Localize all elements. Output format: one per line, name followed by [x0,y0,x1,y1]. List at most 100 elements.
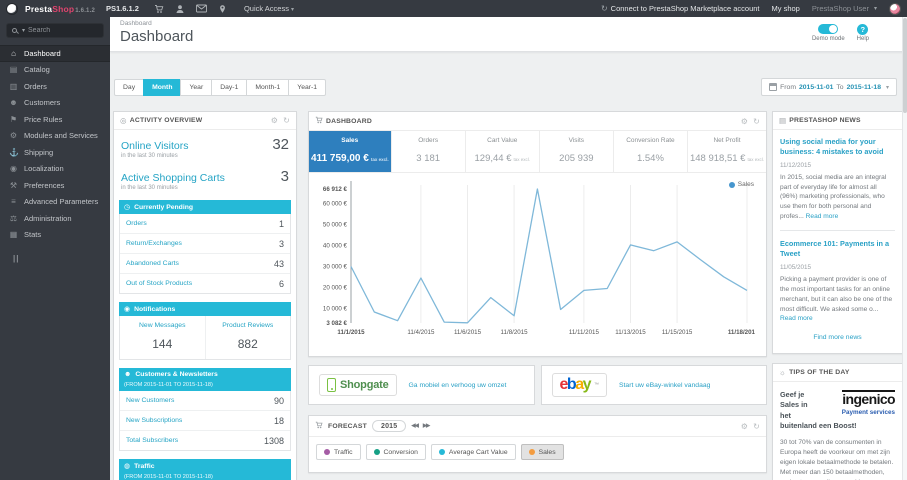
pending-row-orders[interactable]: Orders 1 [120,214,290,234]
sidebar-item-preferences[interactable]: ⚒ Preferences [0,177,110,194]
range-month-1-button[interactable]: Month-1 [246,78,290,96]
forecast-series-traffic[interactable]: Traffic [316,444,361,460]
ebay-link[interactable]: Start uw eBay-winkel vandaag [619,381,711,389]
chart-legend[interactable]: Sales [728,181,754,188]
sidebar-item-administration[interactable]: ⚖ Administration [0,210,110,227]
range-day-1-button[interactable]: Day-1 [211,78,248,96]
kpi-sales[interactable]: Sales 411 759,00 € tax excl. [309,131,392,172]
my-shop-link[interactable]: My shop [771,4,800,13]
pending-row-returns[interactable]: Return/Exchanges 3 [120,234,290,254]
gear-icon[interactable]: ⚙ [270,116,279,125]
pending-row-out-of-stock[interactable]: Out of Stock Products 6 [120,274,290,293]
pending-row-abandoned-carts[interactable]: Abandoned Carts 43 [120,254,290,274]
forecast-series-conversion[interactable]: Conversion [365,444,426,460]
gear-icon[interactable]: ⚙ [740,421,749,431]
sidebar-item-dashboard[interactable]: ⌂ Dashboard [0,45,110,62]
date-to-label: To [836,83,844,91]
sidebar-item-price-rules[interactable]: ⚑ Price Rules [0,111,110,128]
kpi-value: 3 181 [416,153,441,164]
avatar[interactable] [889,2,901,15]
shopgate-link[interactable]: Ga mobiel en verhoog uw omzet [408,381,507,389]
previous-year-button[interactable]: ◀◀ [411,423,419,429]
prestashop-logo[interactable] [6,2,18,15]
kpi-cart-value[interactable]: Cart Value 129,44 € tax excl. [466,131,540,172]
customers-row-total-subscribers[interactable]: Total Subscribers 1308 [120,431,290,450]
pill-label: Conversion [383,448,418,456]
pin-icon[interactable] [218,4,227,14]
traffic-subtitle: (FROM 2015-11-01 TO 2015-11-18) [124,474,213,480]
sidebar-collapse-button[interactable]: || [13,254,20,263]
pill-label: Average Cart Value [448,448,508,456]
read-more-link[interactable]: Read more [805,213,839,221]
sidebar-item-catalog[interactable]: ▤ Catalog [0,62,110,79]
forecast-year[interactable]: 2015 [371,420,407,432]
cell-label: New Messages [139,322,186,329]
range-month-button[interactable]: Month [143,78,182,96]
find-more-news-link[interactable]: Find more news [813,334,862,342]
news-article: Using social media for your business: 4 … [780,137,895,222]
scrollbar-thumb[interactable] [902,18,907,113]
book-icon: ▤ [9,65,18,75]
kpi-conversion-rate[interactable]: Conversion Rate 1.54% [614,131,688,172]
ebay-banner[interactable]: ebay ™ Start uw eBay-winkel vandaag [540,365,767,405]
user-menu[interactable]: PrestaShop User ▾ [812,4,877,13]
article-body: Picking a payment provider is one of the… [780,275,893,313]
sidebar-item-shipping[interactable]: ⚓ Shipping [0,144,110,161]
article-title-link[interactable]: Ecommerce 101: Payments in a Tweet [780,239,890,258]
sidebar-item-customers[interactable]: ☻ Customers [0,95,110,112]
forecast-series-average-cart-value[interactable]: Average Cart Value [430,444,516,460]
breadcrumb[interactable]: Dashboard [120,20,152,27]
truck-icon: ⚓ [9,147,19,157]
product-reviews-cell[interactable]: Product Reviews 882 [204,316,291,359]
cart-icon[interactable] [154,4,164,14]
user-icon[interactable] [175,4,185,14]
kpi-orders[interactable]: Orders 3 181 [392,131,466,172]
demo-mode-toggle[interactable] [818,24,839,34]
read-more-link[interactable]: Read more [780,315,813,323]
next-year-button[interactable]: ▶▶ [422,423,431,429]
dashboard-panel: DASHBOARD ⚙ ↻ Sales 411 759,00 € tax excl. … [308,111,767,357]
tips-heading: Geef je Sales in het buitenland een Boos… [780,390,857,430]
range-year-1-button[interactable]: Year-1 [288,78,327,96]
sidebar-item-advanced-parameters[interactable]: ≡ Advanced Parameters [0,194,110,211]
currently-pending-title: Currently Pending [134,203,194,211]
ps-version: PS1.6.1.2 [106,4,139,13]
sidebar-item-orders[interactable]: ▥ Orders [0,78,110,95]
row-label: Orders [126,220,147,227]
brand[interactable]: PrestaShop1.6.1.2 [25,4,95,14]
kpi-net-profit[interactable]: Net Profit 148 918,51 € tax excl. [688,131,766,172]
sidebar-item-stats[interactable]: ▦ Stats [0,227,110,244]
date-range-picker[interactable]: From 2015-11-01 To 2015-11-18 ▾ [761,78,897,96]
range-year-button[interactable]: Year [180,78,213,96]
quick-access-menu[interactable]: Quick Access ▾ [244,4,294,13]
sidebar-item-modules[interactable]: ⚙ Modules and Services [0,128,110,145]
kpi-note: tax excl. [370,157,389,162]
row-value: 1308 [263,435,284,446]
customers-row-new-customers[interactable]: New Customers 90 [120,391,290,411]
pill-label: Sales [538,448,556,456]
kpi-visits[interactable]: Visits 205 939 [540,131,614,172]
newspaper-icon: ▤ [779,116,787,125]
sidebar-item-localization[interactable]: ◉ Localization [0,161,110,178]
article-title-link[interactable]: Using social media for your business: 4 … [780,137,884,156]
customers-row-new-subscriptions[interactable]: New Subscriptions 18 [120,411,290,431]
refresh-icon[interactable]: ↻ [283,116,290,125]
news-panel-header: ▤ PRESTASHOP NEWS [773,112,902,130]
row-value: 43 [273,258,284,269]
refresh-icon[interactable]: ↻ [753,116,760,126]
gear-icon[interactable]: ⚙ [740,116,749,126]
shopgate-banner[interactable]: Shopgate Ga mobiel en verhoog uw omzet [308,365,535,405]
main-content: Dashboard Dashboard Demo mode ? Help Day… [110,17,907,480]
online-visitors-label[interactable]: Online Visitors [121,140,189,152]
active-carts-label[interactable]: Active Shopping Carts [121,172,225,184]
sidebar-search[interactable]: ▾ [6,23,104,38]
refresh-icon[interactable]: ↻ [753,421,760,431]
forecast-title: FORECAST [328,422,367,430]
forecast-series-sales[interactable]: Sales [520,444,564,460]
marketplace-link[interactable]: ↻ Connect to PrestaShop Marketplace accou… [601,4,760,13]
search-input[interactable] [28,27,89,34]
new-messages-cell[interactable]: New Messages 144 [120,316,205,359]
envelope-icon[interactable] [196,4,207,13]
help-icon[interactable]: ? [857,24,869,35]
range-day-button[interactable]: Day [114,78,145,96]
